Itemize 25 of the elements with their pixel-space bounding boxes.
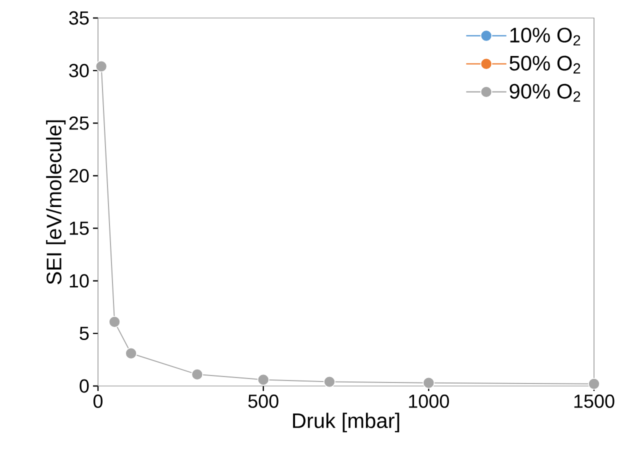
- y-tick-label: 5: [80, 326, 89, 340]
- x-axis-title: Druk [mbar]: [293, 412, 400, 432]
- point: [191, 368, 204, 380]
- point: [422, 376, 435, 389]
- y-axis-title: SEI [eV/molecule]: [46, 120, 66, 284]
- x-tick-label: 1000: [409, 394, 449, 408]
- point: [108, 316, 120, 328]
- x-tick-label: 1500: [574, 394, 614, 408]
- y-tick-label: 0: [80, 379, 89, 393]
- y-tick-label: 15: [70, 222, 89, 235]
- point: [95, 60, 108, 72]
- x-tick-label: 500: [248, 394, 278, 408]
- y-tick-label: 35: [69, 11, 89, 25]
- legend-label: 10% O$_{2}$: [510, 28, 580, 46]
- point: [324, 376, 336, 388]
- y-tick-label: 25: [69, 116, 89, 130]
- point: [257, 374, 270, 386]
- y-tick-label: 30: [69, 64, 89, 78]
- point: [125, 348, 137, 360]
- point: [588, 378, 600, 390]
- x-tick-label: 0: [93, 394, 103, 408]
- y-tick-label: 10: [70, 274, 89, 288]
- legend-label: 50% O$_{2}$: [510, 56, 580, 74]
- y-tick-label: 20: [69, 169, 89, 182]
- legend-label: 90% O$_{2}$: [510, 84, 580, 102]
